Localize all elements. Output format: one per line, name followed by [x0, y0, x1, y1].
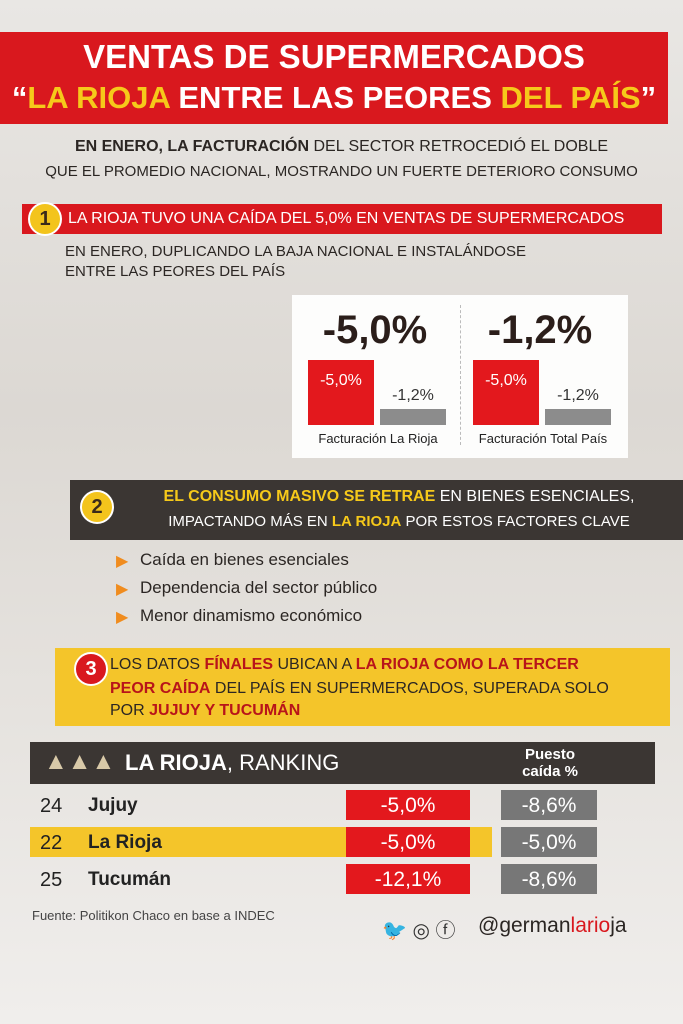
handle-part: lario — [570, 914, 611, 937]
value-label: -8,6% — [521, 868, 577, 891]
section3-part: PEOR CAÍDA — [110, 680, 211, 697]
column-header: Puesto caída % — [500, 746, 600, 780]
section3-part: FÍNALES — [204, 656, 273, 673]
value-cell — [501, 864, 597, 894]
header-band — [0, 32, 668, 124]
section1-text: ENTRE LAS PEORES DEL PAÍS — [65, 263, 286, 280]
column-header-line: caída % — [522, 763, 578, 780]
bar — [545, 409, 611, 425]
section3-line: PEOR CAÍDA DEL PAÍS EN SUPERMERCADOS, SU… — [110, 680, 609, 698]
source: Fuente: Politikon Chaco en base a INDEC — [32, 908, 275, 923]
caption: Facturación La Rioja — [318, 431, 438, 446]
intro-part: DEL SECTOR RETROCEDIÓ EL DOBLE — [309, 138, 609, 155]
intro-line: QUE EL PROMEDIO NACIONAL, MOSTRANDO UN F… — [45, 163, 638, 180]
section2-part: POR ESTOS FACTORES CLAVE — [401, 513, 630, 530]
bar — [473, 360, 539, 425]
bar-label: -1,2% — [392, 387, 434, 405]
handle-part: ja — [610, 914, 627, 937]
bullet: Dependencia del sector público — [140, 578, 378, 597]
section3-part: UBICAN A — [273, 656, 356, 673]
bar-label: -5,0% — [485, 372, 527, 389]
subtitle-part: “ — [11, 80, 28, 115]
social-icons: 🐦 ◎ ⓕ — [382, 920, 456, 942]
value-label: -5,0% — [521, 831, 577, 854]
section-number: 2 — [80, 490, 114, 524]
section3-part: POR — [110, 702, 150, 719]
ranking-title: LA RIOJA, RANKING — [125, 750, 339, 776]
intro-part: EN ENERO, LA FACTURACIÓN — [74, 138, 310, 155]
ranking-title-part: LA RIOJA — [125, 750, 227, 775]
value-cell — [346, 827, 470, 857]
section-number: 1 — [28, 202, 62, 236]
bullet-arrow: ▶ — [116, 581, 129, 598]
subtitle-part: ENTRE LAS PEORES — [169, 80, 501, 115]
headline: -1,2% — [487, 308, 593, 352]
rank: 25 — [40, 869, 63, 891]
value-cell — [501, 827, 597, 857]
section2-part: EN BIENES ESENCIALES, — [435, 488, 635, 505]
rank: 22 — [40, 832, 63, 854]
rank: 24 — [40, 795, 63, 817]
value-label: -5,0% — [380, 831, 436, 854]
subtitle-part: LA RIOJA — [27, 80, 170, 115]
headline: -5,0% — [322, 308, 428, 352]
province: Jujuy — [88, 795, 138, 816]
bullet-arrow: ▶ — [116, 609, 129, 626]
title: VENTAS DE SUPERMERCADOS — [83, 38, 585, 75]
ranking-header — [30, 742, 655, 784]
section2-part: IMPACTANDO MÁS EN — [168, 513, 332, 530]
section3-part: LA RIOJA COMO LA TERCER — [355, 656, 579, 673]
province: La Rioja — [88, 832, 162, 853]
section2-part: LA RIOJA — [331, 513, 402, 530]
bar-label: -5,0% — [320, 372, 362, 389]
column-header-line: Puesto — [524, 746, 575, 763]
value-cell — [346, 790, 470, 820]
section2-line: EL CONSUMO MASIVO SE RETRAE EN BIENES ES… — [115, 488, 683, 506]
section3-part: LOS DATOS — [110, 656, 205, 673]
value-cell — [501, 790, 597, 820]
bar-label: -1,2% — [557, 387, 599, 405]
section1-band — [22, 204, 662, 234]
section2-part: EL CONSUMO MASIVO SE RETRAE — [163, 488, 436, 505]
bullet: Caída en bienes esenciales — [140, 550, 349, 569]
section3-line: POR JUJUY Y TUCUMÁN — [110, 702, 300, 720]
section2-line: IMPACTANDO MÁS EN LA RIOJA POR ESTOS FAC… — [115, 513, 683, 530]
bullet-arrow: ▶ — [116, 553, 129, 570]
bar — [308, 360, 374, 425]
section1-text: EN ENERO, DUPLICANDO LA BAJA NACIONAL E … — [65, 243, 526, 260]
handle: @germanlarioja — [478, 914, 627, 938]
section3-part: DEL PAÍS EN SUPERMERCADOS, SUPERADA SOLO — [210, 680, 609, 697]
value-label: -5,0% — [380, 794, 436, 817]
section3-band — [55, 648, 670, 726]
subtitle-part: ” — [640, 80, 657, 115]
divider — [460, 305, 461, 445]
bar — [380, 409, 446, 425]
province: Tucumán — [88, 869, 172, 890]
bullet: Menor dinamismo económico — [140, 606, 363, 625]
caption: Facturación Total País — [478, 431, 608, 446]
ranking-title-part: , RANKING — [226, 750, 340, 775]
section3-part: JUJUY Y TUCUMÁN — [149, 702, 301, 719]
intro-line: EN ENERO, LA FACTURACIÓN DEL SECTOR RETR… — [0, 138, 683, 156]
section-number: 3 — [74, 652, 108, 686]
subtitle: “LA RIOJA ENTRE LAS PEORES DEL PAÍS” — [0, 80, 668, 116]
map-icon: ▲▲▲ — [44, 748, 116, 775]
section2-band — [70, 480, 683, 540]
section1-heading: LA RIOJA TUVO UNA CAÍDA DEL 5,0% EN VENT… — [68, 210, 625, 227]
value-label: -8,6% — [521, 794, 577, 817]
subtitle-part: DEL PAÍS — [500, 80, 641, 115]
section3-line: LOS DATOS FÍNALES UBICAN A LA RIOJA COMO… — [110, 656, 579, 674]
handle-part: @german — [478, 914, 571, 937]
value-label: -12,1% — [374, 868, 442, 891]
value-cell — [346, 864, 470, 894]
